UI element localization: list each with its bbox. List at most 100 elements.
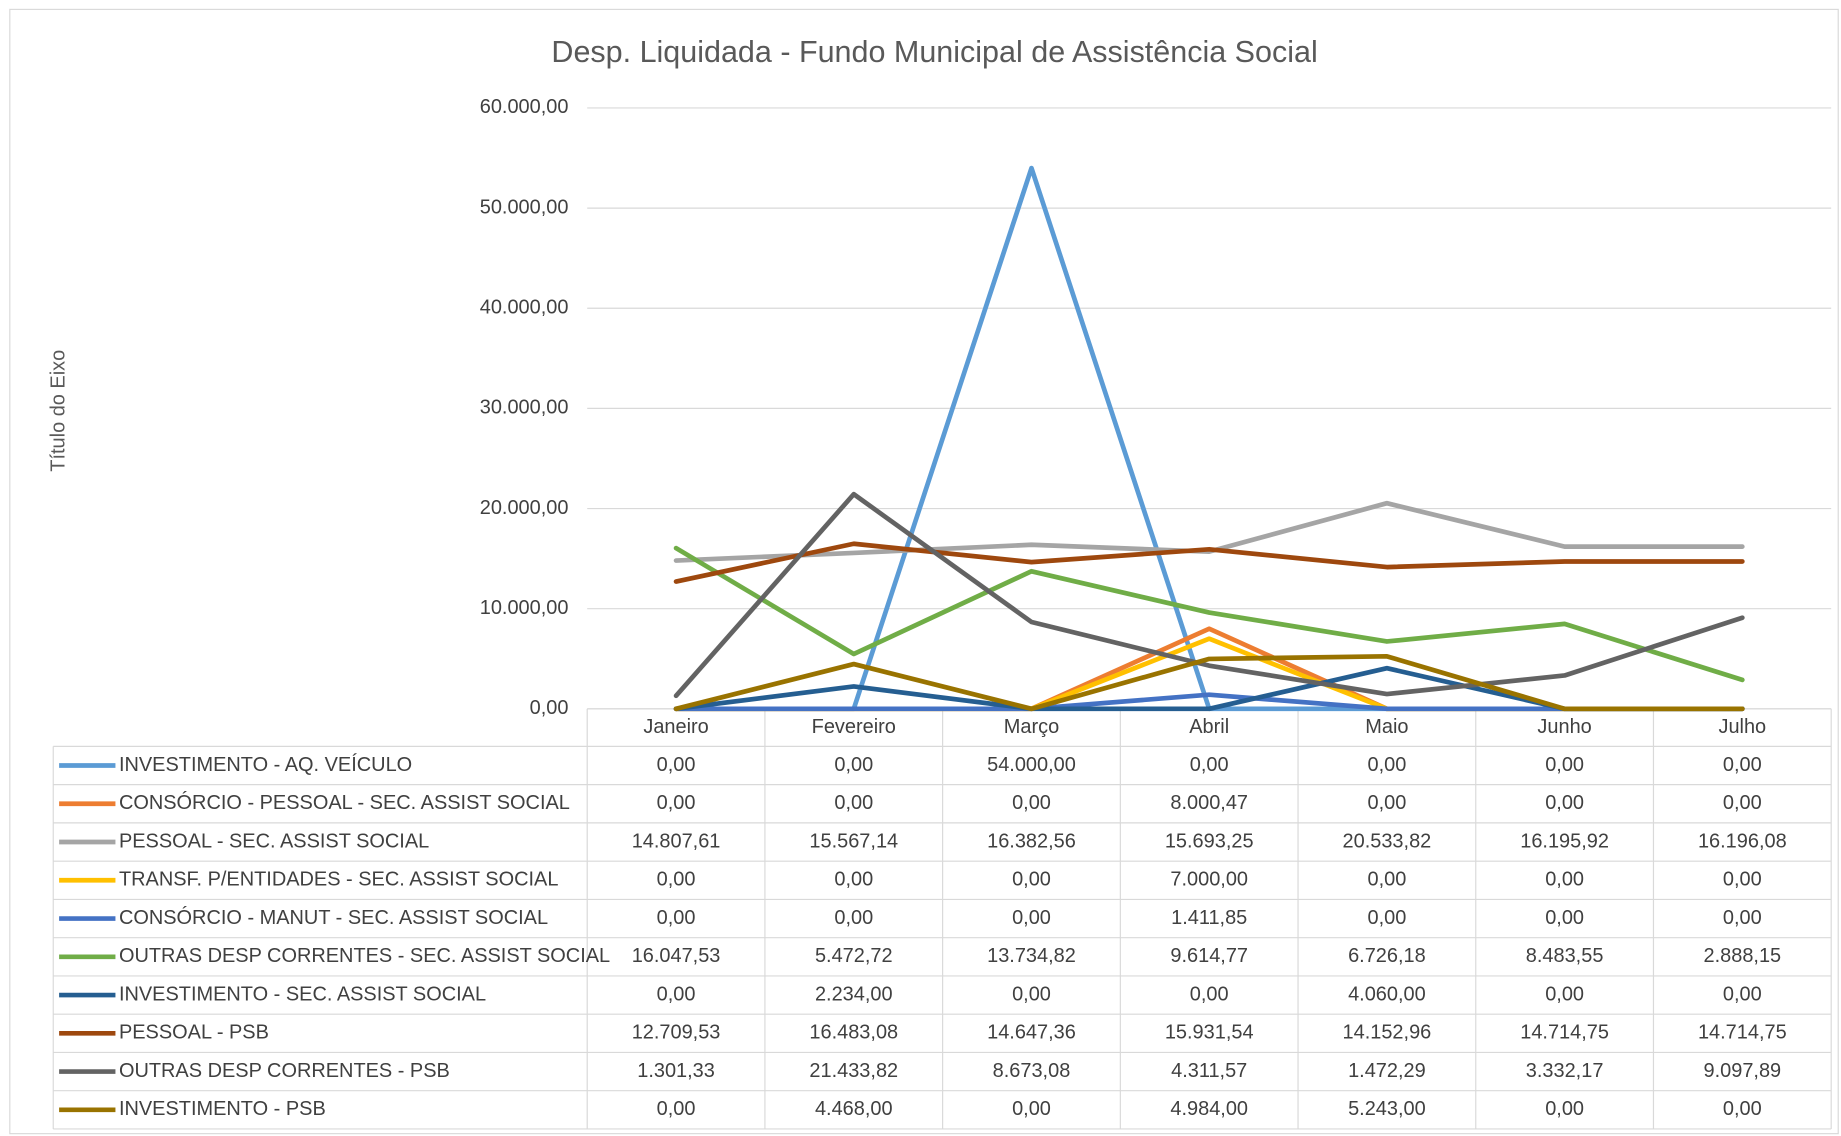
y-tick-label: 20.000,00 xyxy=(480,497,569,519)
y-tick-label: 0,00 xyxy=(530,697,569,719)
table-value: 0,00 xyxy=(1545,869,1584,891)
table-value: 9.097,89 xyxy=(1704,1060,1782,1082)
table-value: 0,00 xyxy=(1367,754,1406,776)
series-line xyxy=(673,653,1745,712)
table-value: 5.472,72 xyxy=(815,945,893,967)
table-value: 3.332,17 xyxy=(1526,1060,1604,1082)
legend-label: PESSOAL - SEC. ASSIST SOCIAL xyxy=(119,830,429,852)
table-value: 0,00 xyxy=(657,907,696,929)
table-value: 0,00 xyxy=(834,907,873,929)
table-value: 0,00 xyxy=(1723,983,1762,1005)
table-value: 5.243,00 xyxy=(1348,1098,1426,1120)
table-value: 0,00 xyxy=(657,754,696,776)
legend-label: CONSÓRCIO - MANUT - SEC. ASSIST SOCIAL xyxy=(119,906,548,929)
table-value: 4.984,00 xyxy=(1170,1098,1248,1120)
y-tick-label: 40.000,00 xyxy=(480,297,569,319)
series-line xyxy=(673,491,1745,699)
table-value: 15.567,14 xyxy=(809,830,898,852)
table-value: 0,00 xyxy=(657,869,696,891)
legend-label: INVESTIMENTO - PSB xyxy=(119,1098,326,1120)
table-value: 0,00 xyxy=(1545,983,1584,1005)
x-tick-label: Maio xyxy=(1365,716,1408,738)
x-tick-label: Fevereiro xyxy=(812,716,896,738)
table-value: 16.483,08 xyxy=(809,1022,898,1044)
table-value: 2.234,00 xyxy=(815,983,893,1005)
table-value: 16.382,56 xyxy=(987,830,1076,852)
legend-label: OUTRAS DESP CORRENTES - SEC. ASSIST SOCI… xyxy=(119,945,610,967)
table-value: 0,00 xyxy=(834,869,873,891)
x-tick-label: Março xyxy=(1004,716,1059,738)
y-tick-label: 60.000,00 xyxy=(480,96,569,118)
table-value: 2.888,15 xyxy=(1704,945,1782,967)
x-tick-label: Junho xyxy=(1537,716,1591,738)
table-value: 0,00 xyxy=(1012,907,1051,929)
y-axis-title: Título do Eixo xyxy=(47,350,69,472)
table-value: 0,00 xyxy=(1545,907,1584,929)
table-value: 14.647,36 xyxy=(987,1022,1076,1044)
table-value: 8.000,47 xyxy=(1170,792,1248,814)
table-value: 7.000,00 xyxy=(1170,869,1248,891)
table-value: 0,00 xyxy=(1545,754,1584,776)
table-value: 0,00 xyxy=(1545,792,1584,814)
table-value: 0,00 xyxy=(834,792,873,814)
table-value: 1.301,33 xyxy=(637,1060,715,1082)
table-value: 15.693,25 xyxy=(1165,830,1254,852)
table-value: 0,00 xyxy=(657,792,696,814)
series-line xyxy=(673,545,1745,683)
table-value: 0,00 xyxy=(1190,983,1229,1005)
y-tick-label: 50.000,00 xyxy=(480,196,569,218)
table-value: 0,00 xyxy=(1012,869,1051,891)
legend-label: OUTRAS DESP CORRENTES - PSB xyxy=(119,1060,450,1082)
table-value: 1.411,85 xyxy=(1171,907,1247,929)
table-value: 14.807,61 xyxy=(632,830,721,852)
legend-label: INVESTIMENTO - SEC. ASSIST SOCIAL xyxy=(119,983,486,1005)
table-value: 0,00 xyxy=(1012,792,1051,814)
table-value: 0,00 xyxy=(1723,1098,1762,1120)
table-value: 54.000,00 xyxy=(987,754,1076,776)
table-value: 4.311,57 xyxy=(1171,1060,1247,1082)
legend-label: CONSÓRCIO - PESSOAL - SEC. ASSIST SOCIAL xyxy=(119,791,570,814)
table-value: 0,00 xyxy=(834,754,873,776)
table-value: 14.152,96 xyxy=(1343,1022,1432,1044)
table-value: 0,00 xyxy=(1723,792,1762,814)
table-value: 0,00 xyxy=(1723,907,1762,929)
series-line xyxy=(673,541,1745,584)
table-value: 0,00 xyxy=(1012,983,1051,1005)
table-value: 8.673,08 xyxy=(993,1060,1071,1082)
table-value: 0,00 xyxy=(1012,1098,1051,1120)
table-value: 8.483,55 xyxy=(1526,945,1604,967)
legend-label: INVESTIMENTO - AQ. VEÍCULO xyxy=(119,753,412,776)
table-value: 0,00 xyxy=(1723,754,1762,776)
y-tick-label: 30.000,00 xyxy=(480,397,569,419)
lines xyxy=(673,165,1745,712)
table-value: 16.195,92 xyxy=(1520,830,1609,852)
legend-label: PESSOAL - PSB xyxy=(119,1022,269,1044)
table-value: 0,00 xyxy=(1367,907,1406,929)
table-value: 16.196,08 xyxy=(1698,830,1787,852)
table-value: 12.709,53 xyxy=(632,1022,721,1044)
y-tick-label: 10.000,00 xyxy=(480,597,569,619)
table-value: 16.047,53 xyxy=(632,945,721,967)
table-value: 14.714,75 xyxy=(1520,1022,1609,1044)
x-tick-label: Abril xyxy=(1189,716,1229,738)
table-value: 9.614,77 xyxy=(1170,945,1248,967)
table-value: 0,00 xyxy=(1367,792,1406,814)
table-value: 0,00 xyxy=(1367,869,1406,891)
x-tick-label: Janeiro xyxy=(643,716,708,738)
table-value: 0,00 xyxy=(657,1098,696,1120)
table-value: 15.931,54 xyxy=(1165,1022,1254,1044)
chart-title: Desp. Liquidada - Fundo Municipal de Ass… xyxy=(551,35,1317,69)
table-value: 0,00 xyxy=(657,983,696,1005)
table-value: 0,00 xyxy=(1545,1098,1584,1120)
series-line xyxy=(673,500,1745,563)
table-value: 4.060,00 xyxy=(1348,983,1426,1005)
table-value: 6.726,18 xyxy=(1348,945,1426,967)
legend-label: TRANSF. P/ENTIDADES - SEC. ASSIST SOCIAL xyxy=(119,869,558,891)
table-value: 0,00 xyxy=(1723,869,1762,891)
data-table: Janeiro Fevereiro Março Abril Maio Junho Julho… xyxy=(52,708,1832,1130)
x-tick-label: Julho xyxy=(1718,716,1766,738)
chart-frame xyxy=(9,8,1839,1135)
table-value: 13.734,82 xyxy=(987,945,1076,967)
